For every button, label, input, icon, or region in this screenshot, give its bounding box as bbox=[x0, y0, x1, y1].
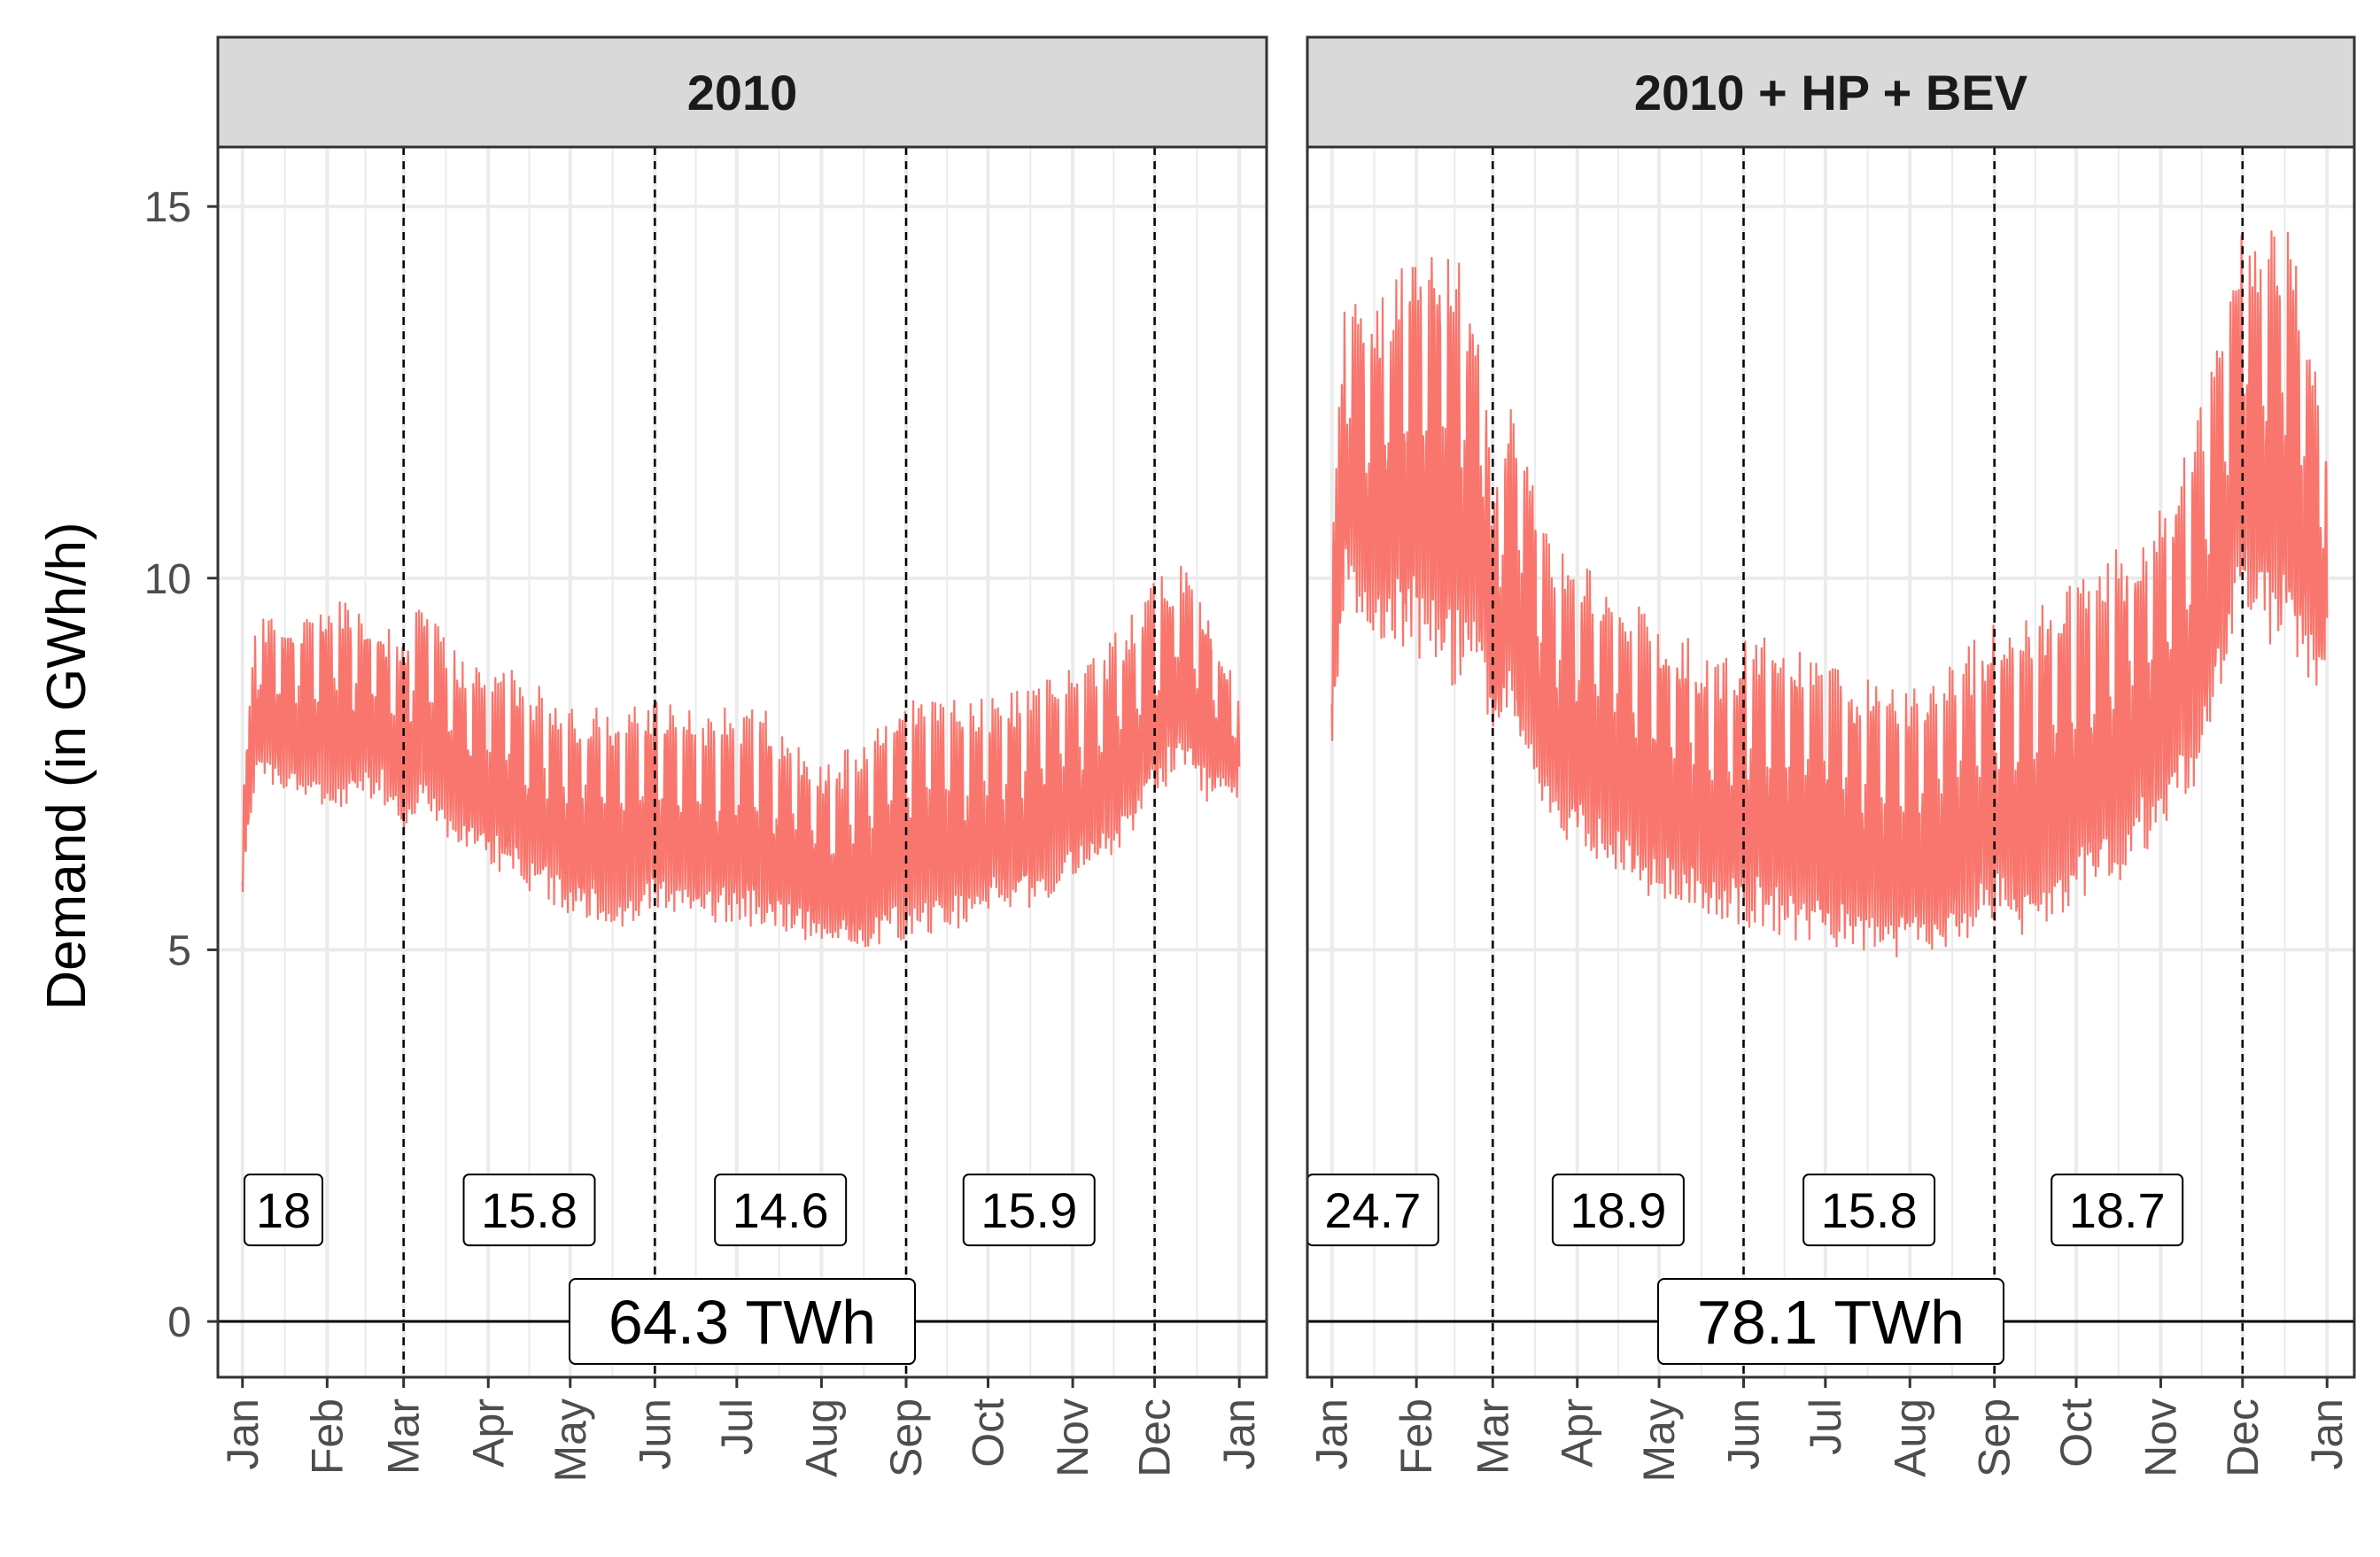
y-tick-label-10: 10 bbox=[144, 556, 191, 603]
panel-border bbox=[216, 145, 1268, 1379]
panel-1: 2010 18 15.8 14.6 15.9 64.3 TWh Jan Feb Mar Apr Ma… bbox=[216, 35, 1268, 1482]
total-label: 64.3 TWh bbox=[609, 1288, 876, 1357]
season-label: 18.9 bbox=[1570, 1182, 1666, 1238]
season-label: 24.7 bbox=[1324, 1182, 1421, 1238]
x-tick-label: Nov bbox=[2136, 1398, 2185, 1477]
x-tick-label: Feb bbox=[302, 1398, 352, 1475]
demand-series-line bbox=[1330, 230, 2329, 958]
x-tick-label: Dec bbox=[2218, 1398, 2268, 1477]
panel-2: 2010 + HP + BEV 24.7 18.9 15.8 18.7 78.1 TWh J… bbox=[1306, 35, 2356, 1482]
x-tick-label: Jun bbox=[1719, 1398, 1769, 1470]
x-tick-label: Jan bbox=[2302, 1398, 2352, 1470]
season-label-box bbox=[462, 1174, 596, 1247]
x-tick-label: Oct bbox=[2051, 1398, 2101, 1468]
x-tick-label: Jan bbox=[1307, 1398, 1357, 1470]
x-tick-label: Aug bbox=[796, 1398, 846, 1477]
x-tick-label: Oct bbox=[964, 1398, 1013, 1468]
x-tick-label: Sep bbox=[1970, 1398, 2020, 1477]
season-label-box bbox=[962, 1174, 1096, 1247]
demand-series-line bbox=[241, 565, 1241, 948]
season-label: 14.6 bbox=[733, 1182, 829, 1238]
panel-border bbox=[1306, 145, 2356, 1379]
strip-label: 2010 + HP + BEV bbox=[1634, 65, 2027, 120]
x-tick-label: Mar bbox=[379, 1398, 429, 1475]
season-label-box bbox=[2051, 1174, 2184, 1247]
strip-label: 2010 bbox=[687, 65, 798, 120]
x-tick-label: Apr bbox=[463, 1398, 513, 1468]
y-tick-label-15: 15 bbox=[144, 184, 191, 231]
x-tick-label: Nov bbox=[1048, 1398, 1097, 1477]
total-label-box bbox=[1657, 1278, 2004, 1366]
season-label-box bbox=[714, 1174, 848, 1247]
season-label: 15.8 bbox=[481, 1182, 578, 1238]
strip-background bbox=[1306, 35, 2356, 149]
season-label-box bbox=[1551, 1174, 1685, 1247]
x-tick-label: May bbox=[1634, 1398, 1684, 1482]
x-tick-label: Jan bbox=[218, 1398, 267, 1470]
x-tick-label: Dec bbox=[1130, 1398, 1180, 1477]
x-tick-label: Jan bbox=[1214, 1398, 1264, 1470]
x-tick-label: May bbox=[546, 1398, 595, 1482]
x-tick-label: Aug bbox=[1885, 1398, 1934, 1477]
x-tick-label: Mar bbox=[1468, 1398, 1517, 1475]
x-tick-label: Jul bbox=[712, 1398, 762, 1455]
y-axis-title: Demand (in GWh/h) bbox=[36, 522, 97, 1010]
x-tick-label: Jun bbox=[630, 1398, 679, 1470]
season-label: 18.7 bbox=[2069, 1182, 2166, 1238]
x-tick-label: Sep bbox=[881, 1398, 931, 1477]
season-label-box bbox=[244, 1174, 323, 1247]
season-label: 15.9 bbox=[981, 1182, 1077, 1238]
total-label: 78.1 TWh bbox=[1697, 1288, 1965, 1357]
total-label-box bbox=[569, 1278, 916, 1366]
x-tick-label: Apr bbox=[1553, 1398, 1602, 1468]
season-label: 18 bbox=[256, 1182, 311, 1238]
y-tick-label-5: 5 bbox=[167, 927, 191, 974]
season-label: 15.8 bbox=[1821, 1182, 1918, 1238]
season-label-box bbox=[1802, 1174, 1936, 1247]
x-tick-label: Jul bbox=[1801, 1398, 1850, 1455]
y-tick-label-0: 0 bbox=[167, 1299, 191, 1346]
x-tick-label: Feb bbox=[1392, 1398, 1441, 1475]
